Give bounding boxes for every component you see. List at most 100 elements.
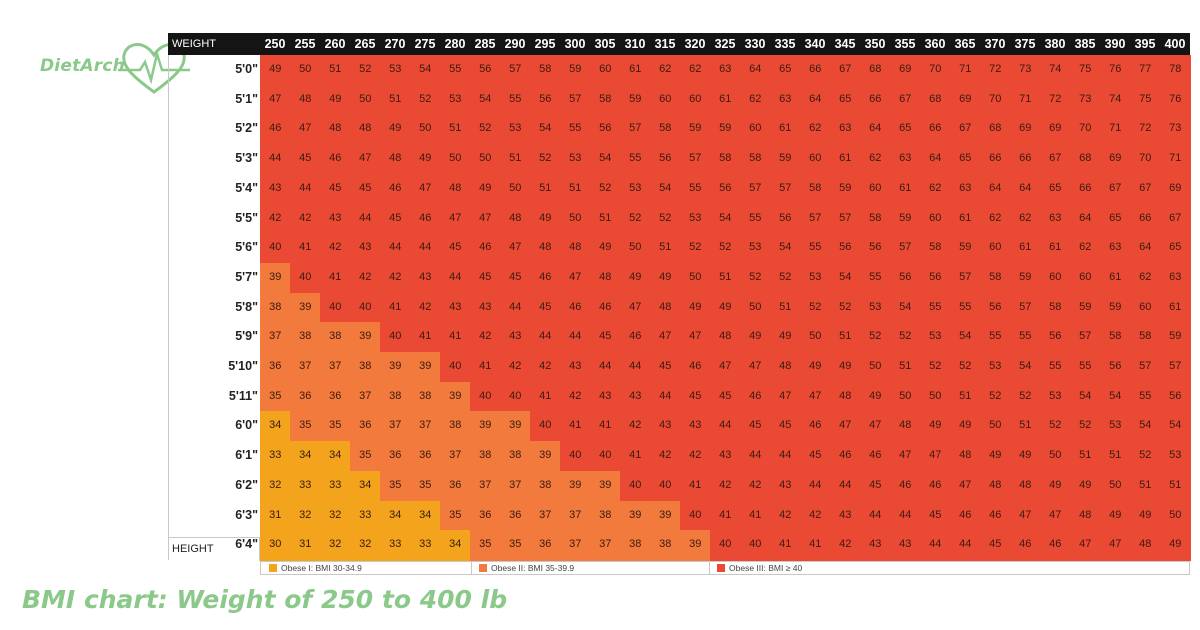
legend-divider (709, 562, 710, 574)
bmi-cell: 48 (290, 84, 321, 115)
bmi-cell: 54 (1070, 381, 1101, 413)
bmi-cell: 49 (1160, 530, 1191, 561)
bmi-cell: 46 (980, 500, 1011, 531)
bmi-cell: 52 (1040, 411, 1071, 442)
weight-tick-label: 325 (714, 37, 736, 51)
bmi-cell: 60 (1040, 262, 1071, 294)
bmi-cell: 67 (1040, 144, 1071, 175)
bmi-cell: 67 (950, 114, 981, 145)
bmi-cell: 66 (1130, 203, 1161, 234)
bmi-cell: 44 (500, 292, 531, 323)
bmi-cell: 54 (830, 262, 861, 294)
bmi-cell: 37 (380, 411, 411, 442)
bmi-cell: 50 (1100, 470, 1131, 502)
bmi-cell: 41 (800, 530, 831, 561)
bmi-cell: 46 (590, 292, 621, 323)
bmi-cell: 58 (710, 144, 741, 175)
bmi-cell: 62 (920, 173, 951, 205)
bmi-cell: 68 (860, 55, 891, 86)
bmi-cell: 57 (560, 84, 591, 115)
height-tick-label: 5'9" (235, 329, 258, 344)
bmi-cell: 52 (680, 233, 711, 264)
weight-tick-label: 400 (1164, 37, 1186, 51)
bmi-cell: 51 (830, 322, 861, 353)
bmi-cell: 49 (320, 84, 351, 115)
bmi-cell: 40 (710, 530, 741, 561)
height-tick-label: 5'3" (235, 151, 258, 166)
weight-tick-label: 280 (444, 37, 466, 51)
bmi-cell: 42 (830, 530, 861, 561)
bmi-cell: 33 (410, 530, 441, 561)
bmi-cell: 49 (830, 352, 861, 383)
bmi-cell: 41 (290, 233, 321, 264)
bmi-cell: 57 (1070, 322, 1101, 353)
bmi-cell: 46 (830, 441, 861, 472)
bmi-cell: 43 (260, 173, 291, 205)
bmi-cell: 47 (890, 441, 921, 472)
bmi-cell: 56 (470, 55, 501, 86)
bmi-grid: 49 50 51 52 53 54 55 56 57 58 59 60 61 62 62 63 64 65 66 67… (260, 55, 1191, 561)
bmi-cell: 38 (380, 381, 411, 413)
bmi-cell: 39 (530, 441, 561, 472)
bmi-cell: 38 (590, 500, 621, 531)
bmi-cell: 74 (1040, 55, 1071, 86)
bmi-cell: 60 (650, 84, 681, 115)
legend-swatch-obese-1 (269, 564, 277, 572)
bmi-cell: 41 (470, 352, 501, 383)
weight-tick-label: 300 (564, 37, 586, 51)
bmi-cell: 42 (470, 322, 501, 353)
bmi-cell: 48 (1130, 530, 1161, 561)
bmi-cell: 46 (1010, 530, 1041, 561)
bmi-cell: 53 (1040, 381, 1071, 413)
bmi-cell: 57 (1010, 292, 1041, 323)
bmi-cell: 50 (890, 381, 921, 413)
bmi-cell: 45 (740, 411, 771, 442)
bmi-cell: 36 (410, 441, 441, 472)
bmi-cell: 42 (410, 292, 441, 323)
bmi-cell: 41 (410, 322, 441, 353)
bmi-cell: 49 (1010, 441, 1041, 472)
bmi-cell: 58 (800, 173, 831, 205)
bmi-cell: 51 (1160, 470, 1191, 502)
bmi-cell: 58 (1040, 292, 1071, 323)
bmi-cell: 50 (1040, 441, 1071, 472)
bmi-cell: 55 (920, 292, 951, 323)
bmi-cell: 59 (680, 114, 711, 145)
height-tick-label: 5'1" (235, 91, 258, 106)
bmi-cell: 56 (920, 262, 951, 294)
bmi-cell: 31 (260, 500, 291, 531)
bmi-cell: 46 (680, 352, 711, 383)
bmi-cell: 46 (800, 411, 831, 442)
bmi-cell: 56 (1100, 352, 1131, 383)
height-tick-label: 6'4" (235, 537, 258, 552)
bmi-cell: 45 (650, 352, 681, 383)
bmi-cell: 47 (350, 144, 381, 175)
bmi-cell: 54 (470, 84, 501, 115)
weight-tick-label: 385 (1074, 37, 1096, 51)
bmi-cell: 56 (860, 233, 891, 264)
bmi-cell: 37 (500, 470, 531, 502)
bmi-cell: 32 (320, 530, 351, 561)
bmi-cell: 48 (980, 470, 1011, 502)
bmi-cell: 47 (860, 411, 891, 442)
bmi-cell: 75 (1070, 55, 1101, 86)
bmi-cell: 48 (890, 411, 921, 442)
bmi-cell: 57 (800, 203, 831, 234)
bmi-cell: 45 (770, 411, 801, 442)
bmi-cell: 45 (440, 233, 471, 264)
bmi-cell: 55 (680, 173, 711, 205)
bmi-cell: 36 (290, 381, 321, 413)
bmi-cell: 67 (1130, 173, 1161, 205)
bmi-cell: 49 (980, 441, 1011, 472)
bmi-cell: 67 (830, 55, 861, 86)
bmi-cell: 43 (710, 441, 741, 472)
height-tick-label: 5'5" (235, 210, 258, 225)
bmi-cell: 63 (710, 55, 741, 86)
bmi-cell: 37 (560, 500, 591, 531)
bmi-cell: 52 (1130, 441, 1161, 472)
bmi-cell: 74 (1100, 84, 1131, 115)
bmi-cell: 55 (620, 144, 651, 175)
bmi-cell: 76 (1100, 55, 1131, 86)
bmi-cell: 34 (410, 500, 441, 531)
bmi-cell: 76 (1160, 84, 1191, 115)
